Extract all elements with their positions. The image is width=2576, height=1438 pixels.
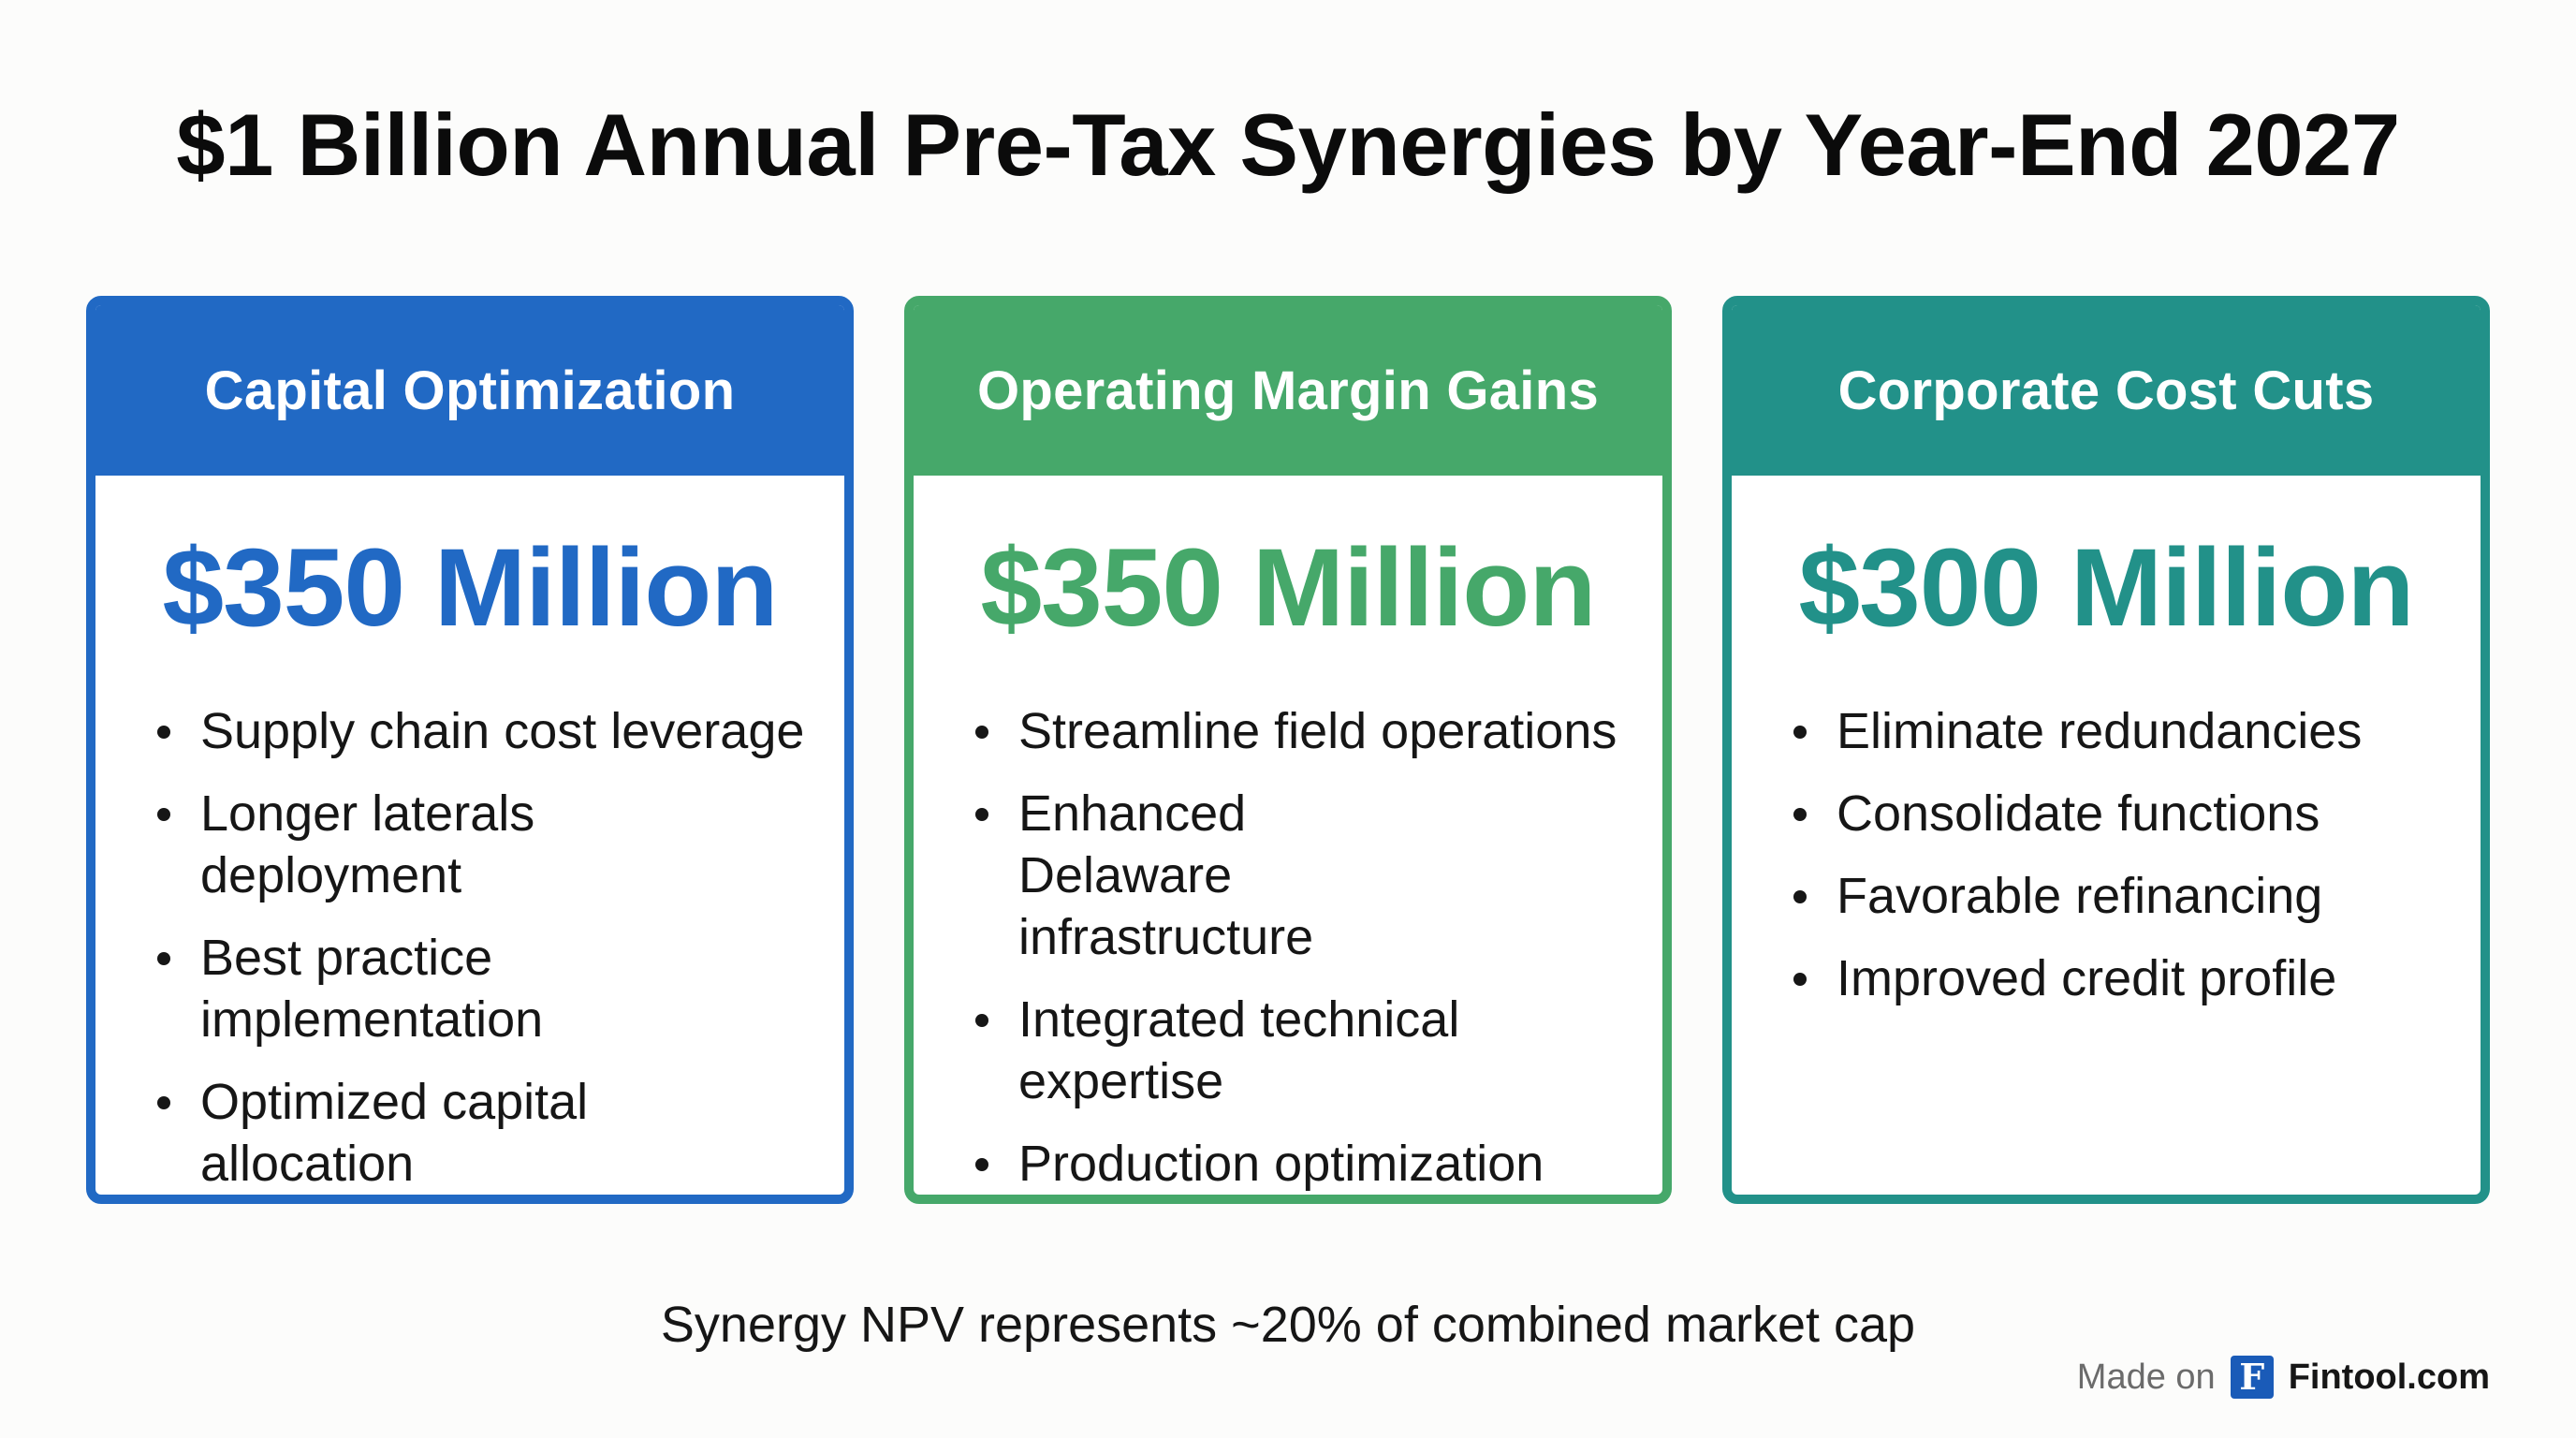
card-corporate-cost-cuts: Corporate Cost Cuts $300 Million Elimina… <box>1722 296 2490 1204</box>
card-amount: $300 Million <box>1798 526 2415 650</box>
bullet-list: Supply chain cost leverage Longer latera… <box>95 700 844 1195</box>
footnote: Synergy NPV represents ~20% of combined … <box>660 1297 1916 1353</box>
bullet-item: Enhanced Delaware infrastructure <box>975 783 1468 968</box>
bullet-item: Optimized capital allocation <box>157 1071 807 1195</box>
bullet-item: Longer laterals deployment <box>157 783 807 906</box>
bullet-item: Production optimization <box>975 1133 1625 1195</box>
bullet-item: Integrated technical expertise <box>975 989 1468 1112</box>
bullet-item: Best practice implementation <box>157 927 543 1050</box>
made-on-label: Made on <box>2076 1357 2216 1397</box>
bullet-list: Streamline field operations Enhanced Del… <box>914 700 1662 1195</box>
fintool-logo-icon: F <box>2230 1356 2274 1399</box>
card-operating-margin-gains: Operating Margin Gains $350 Million Stre… <box>904 296 1672 1204</box>
card-heading: Capital Optimization <box>95 305 844 476</box>
card-heading: Operating Margin Gains <box>914 305 1662 476</box>
card-capital-optimization: Capital Optimization $350 Million Supply… <box>86 296 854 1204</box>
card-amount: $350 Million <box>980 526 1597 650</box>
page-title: $1 Billion Annual Pre-Tax Synergies by Y… <box>176 95 2400 194</box>
fintool-link[interactable]: Fintool.com <box>2288 1357 2490 1397</box>
bullet-item: Supply chain cost leverage <box>157 700 807 762</box>
card-amount: $350 Million <box>162 526 779 650</box>
bullet-list: Eliminate redundancies Consolidate funct… <box>1732 700 2481 1009</box>
bullet-item: Eliminate redundancies <box>1793 700 2443 762</box>
bullet-item: Favorable refinancing <box>1793 865 2443 927</box>
branding[interactable]: Made on F Fintool.com <box>2077 1354 2490 1401</box>
bullet-item: Streamline field operations <box>975 700 1625 762</box>
bullet-item: Consolidate functions <box>1793 783 2443 844</box>
card-heading: Corporate Cost Cuts <box>1732 305 2481 476</box>
bullet-item: Improved credit profile <box>1793 947 2443 1009</box>
